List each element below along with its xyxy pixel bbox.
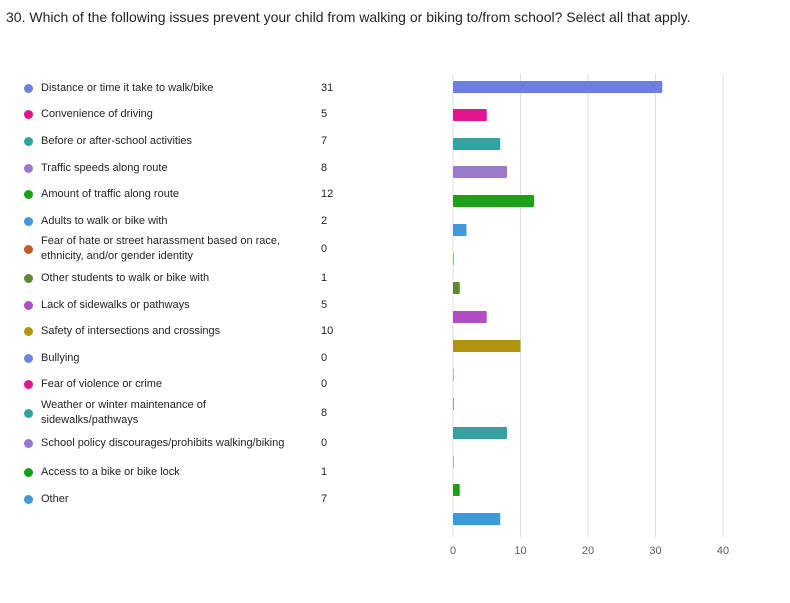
- x-tick-label: 40: [717, 545, 729, 557]
- legend-dot-icon: [24, 379, 33, 389]
- legend-item[interactable]: Adults to walk or bike with 2: [0, 206, 360, 236]
- legend-label: Convenience of driving: [41, 107, 153, 120]
- bar[interactable]: [453, 166, 507, 178]
- legend-dot-icon: [24, 109, 33, 119]
- legend-label: Bullying: [41, 351, 80, 364]
- legend-label: Amount of traffic along route: [41, 187, 179, 200]
- bar[interactable]: [453, 224, 467, 236]
- legend-count: 7: [321, 492, 328, 505]
- legend-count: 1: [321, 465, 328, 478]
- legend-count: 0: [321, 377, 328, 390]
- legend-label: Fear of hate or street harassment based …: [41, 235, 281, 262]
- bar[interactable]: [453, 513, 501, 525]
- legend-count: 12: [321, 187, 334, 200]
- legend-label: Other students to walk or bike with: [41, 271, 210, 284]
- legend-label: Access to a bike or bike lock: [41, 465, 180, 478]
- legend-dot-icon: [24, 438, 33, 448]
- legend-label: Fear of violence or crime: [41, 377, 163, 390]
- legend-item[interactable]: Lack of sidewalks or pathways 5: [0, 290, 360, 320]
- legend-count: 1: [321, 271, 328, 284]
- legend-item[interactable]: Other students to walk or bike with 1: [0, 263, 360, 293]
- legend-item[interactable]: School policy discourages/prohibits walk…: [0, 428, 360, 458]
- legend-count: 2: [321, 214, 328, 227]
- legend-count: 8: [321, 406, 328, 419]
- legend-dot-icon: [24, 273, 33, 283]
- legend-label: Weather or winter maintenance of sidewal…: [41, 399, 206, 426]
- bar[interactable]: [453, 311, 487, 323]
- x-tick-label: 10: [514, 545, 526, 557]
- legend-item[interactable]: Traffic speeds along route 8: [0, 153, 360, 183]
- bar[interactable]: [453, 195, 534, 207]
- legend-item[interactable]: Convenience of driving 5: [0, 99, 360, 129]
- legend-label: School policy discourages/prohibits walk…: [41, 436, 285, 449]
- legend-dot-icon: [24, 353, 33, 363]
- legend-dot-icon: [24, 136, 33, 146]
- bar[interactable]: [453, 456, 454, 468]
- bar[interactable]: [453, 109, 487, 121]
- legend-dot-icon: [24, 244, 33, 254]
- legend-label: Before or after-school activities: [41, 134, 193, 147]
- legend-count: 5: [321, 107, 328, 120]
- legend-count: 0: [321, 242, 328, 255]
- x-tick-label: 20: [582, 545, 594, 557]
- legend-item[interactable]: Fear of violence or crime 0: [0, 369, 360, 399]
- legend-item[interactable]: Amount of traffic along route 12: [0, 179, 360, 209]
- x-tick-label: 0: [450, 545, 456, 557]
- legend-count: 0: [321, 436, 328, 449]
- legend-item[interactable]: Fear of hate or street harassment based …: [0, 234, 360, 264]
- legend-dot-icon: [24, 326, 33, 336]
- legend-dot-icon: [24, 83, 33, 93]
- bar[interactable]: [453, 484, 460, 496]
- legend-dot-icon: [24, 300, 33, 310]
- legend-item[interactable]: Weather or winter maintenance of sidewal…: [0, 398, 360, 428]
- legend-dot-icon: [24, 494, 33, 504]
- bar[interactable]: [453, 81, 663, 93]
- legend-label: Distance or time it take to walk/bike: [41, 81, 214, 94]
- legend-item[interactable]: Before or after-school activities 7: [0, 126, 360, 156]
- legend-item[interactable]: Safety of intersections and crossings 10: [0, 316, 360, 346]
- legend-count: 8: [321, 161, 328, 174]
- legend-count: 5: [321, 298, 328, 311]
- legend-dot-icon: [24, 216, 33, 226]
- legend-dot-icon: [24, 467, 33, 477]
- bar[interactable]: [453, 340, 521, 352]
- legend-dot-icon: [24, 163, 33, 173]
- legend-label: Safety of intersections and crossings: [41, 324, 221, 337]
- legend-item[interactable]: Access to a bike or bike lock 1: [0, 457, 360, 487]
- legend-item[interactable]: Distance or time it take to walk/bike 31: [0, 73, 360, 103]
- bar[interactable]: [453, 282, 460, 294]
- legend-item[interactable]: Other 7: [0, 484, 360, 514]
- legend-count: 31: [321, 81, 334, 94]
- legend-count: 10: [321, 324, 334, 337]
- bar[interactable]: [453, 138, 501, 150]
- legend-dot-icon: [24, 408, 33, 418]
- x-tick-label: 30: [649, 545, 661, 557]
- legend-dot-icon: [24, 189, 33, 199]
- bar[interactable]: [453, 253, 454, 265]
- legend-count: 7: [321, 134, 328, 147]
- legend-label: Adults to walk or bike with: [41, 214, 168, 227]
- legend-count: 0: [321, 351, 328, 364]
- bar[interactable]: [453, 427, 507, 439]
- bar[interactable]: [453, 398, 454, 410]
- legend-label: Traffic speeds along route: [41, 161, 168, 174]
- legend-label: Lack of sidewalks or pathways: [41, 298, 190, 311]
- legend-label: Other: [41, 492, 69, 505]
- bar[interactable]: [453, 369, 454, 381]
- question-title: 30. Which of the following issues preven…: [6, 9, 691, 25]
- legend-item[interactable]: Bullying 0: [0, 343, 360, 373]
